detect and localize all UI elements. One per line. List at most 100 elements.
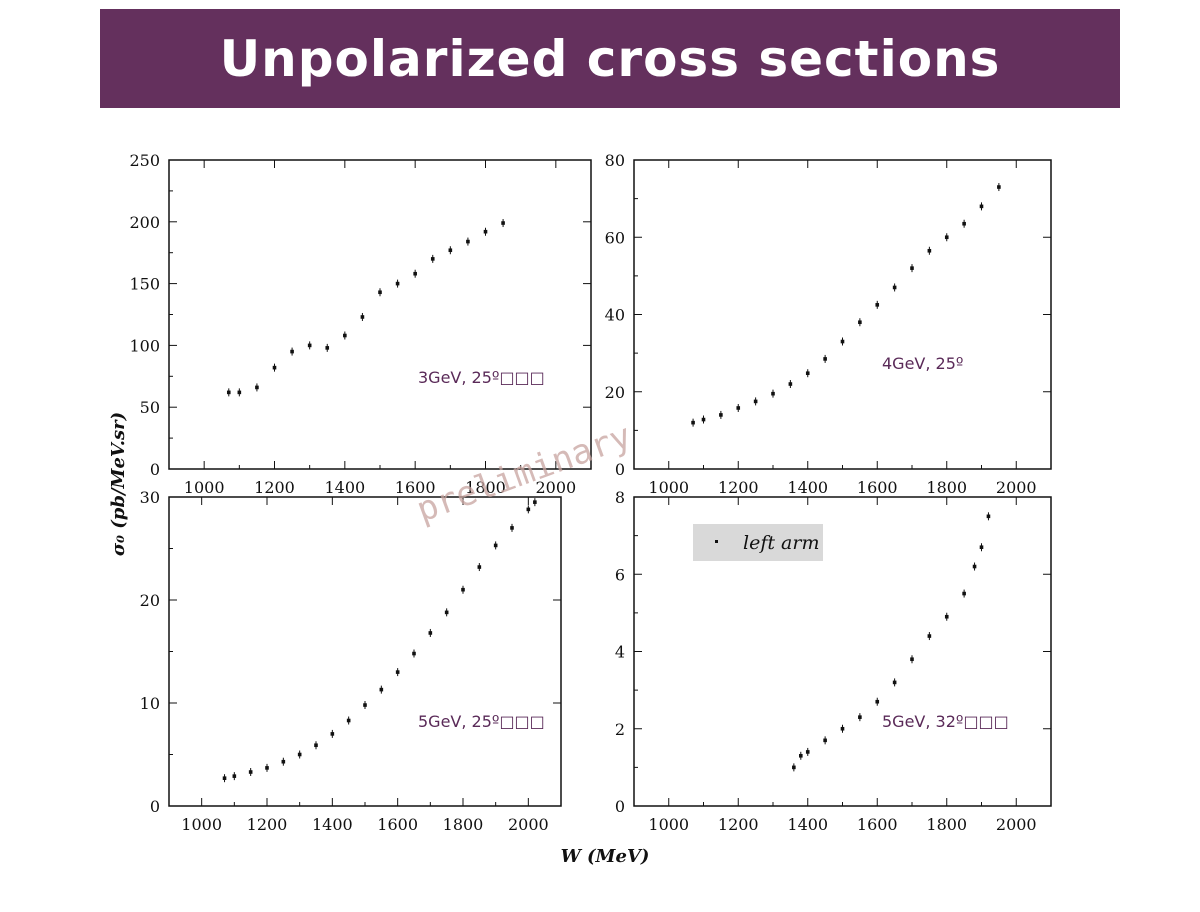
data-point <box>510 526 514 530</box>
data-point <box>799 753 803 758</box>
data-point <box>805 371 810 376</box>
x-tick-label: 1400 <box>324 478 365 497</box>
x-tick-label: 1400 <box>787 815 828 834</box>
data-point <box>533 500 537 504</box>
data-point <box>290 349 294 354</box>
data-point <box>483 229 488 234</box>
panel-frame-1 <box>168 159 592 470</box>
x-tick-label: 2000 <box>996 815 1037 834</box>
y-tick-label: 6 <box>615 565 625 584</box>
data-point <box>346 718 351 723</box>
y-tick-label: 50 <box>140 398 160 417</box>
data-point <box>307 343 312 348</box>
data-point <box>792 765 796 770</box>
data-point <box>972 564 977 569</box>
data-point <box>997 185 1001 189</box>
x-tick-label: 1600 <box>857 815 898 834</box>
x-tick-label: 1800 <box>465 478 506 497</box>
x-tick-label: 1600 <box>857 478 898 497</box>
data-point <box>413 271 417 276</box>
data-point <box>444 610 449 615</box>
data-point <box>823 357 827 361</box>
x-tick-label: 1600 <box>377 815 418 834</box>
data-point <box>360 315 365 319</box>
data-point <box>255 385 259 390</box>
y-tick-label: 10 <box>140 694 160 713</box>
data-point <box>248 770 253 774</box>
y-tick-label: 250 <box>129 151 160 170</box>
y-tick-label: 40 <box>605 306 625 325</box>
x-tick-label: 1000 <box>181 815 222 834</box>
x-tick-label: 1200 <box>718 478 759 497</box>
data-point <box>979 204 984 209</box>
data-point <box>910 657 914 662</box>
y-axis-title: σ₀ (pb/MeV.sr) <box>108 412 129 556</box>
panel-frame-3 <box>168 496 562 807</box>
data-point <box>736 406 741 410</box>
data-point <box>892 285 897 290</box>
data-point <box>379 687 384 692</box>
x-tick-label: 1000 <box>648 815 689 834</box>
x-tick-label: 1400 <box>787 478 828 497</box>
data-point <box>493 543 498 548</box>
data-point <box>412 651 416 656</box>
y-tick-label: 80 <box>605 151 625 170</box>
y-tick-label: 60 <box>605 228 625 247</box>
y-tick-label: 100 <box>129 336 160 355</box>
data-point <box>363 703 367 707</box>
data-point <box>858 320 862 325</box>
panel-label: 5GeV, 25º□□□ <box>418 712 545 731</box>
x-tick-label: 1800 <box>926 478 967 497</box>
x-tick-label: 1800 <box>926 815 967 834</box>
data-point <box>701 417 706 422</box>
data-point <box>910 266 914 270</box>
data-point <box>526 507 531 512</box>
y-tick-label: 20 <box>605 383 625 402</box>
x-tick-label: 2000 <box>996 478 1037 497</box>
x-tick-label: 1200 <box>254 478 295 497</box>
data-point <box>719 413 723 417</box>
data-point <box>232 774 237 778</box>
data-point <box>330 732 335 736</box>
data-point <box>979 545 984 550</box>
data-point <box>823 738 827 743</box>
data-point <box>944 235 949 240</box>
x-tick-label: 1800 <box>443 815 484 834</box>
data-point <box>986 514 991 519</box>
data-point <box>892 680 897 685</box>
y-tick-label: 30 <box>140 488 160 507</box>
data-point <box>840 726 845 731</box>
data-point <box>265 766 269 770</box>
data-point <box>395 670 400 674</box>
data-point <box>962 221 966 226</box>
y-tick-label: 0 <box>615 460 625 479</box>
data-point <box>461 587 465 592</box>
watermark-text: preliminary <box>411 416 636 531</box>
data-point <box>395 281 400 286</box>
y-tick-label: 2 <box>615 720 625 739</box>
data-point <box>297 752 302 757</box>
data-point <box>927 634 932 638</box>
y-tick-label: 0 <box>150 460 160 479</box>
data-point <box>430 257 435 261</box>
data-point <box>281 759 286 764</box>
data-point <box>840 339 845 344</box>
data-point <box>222 776 227 780</box>
y-tick-label: 150 <box>129 275 160 294</box>
data-point <box>944 614 949 619</box>
data-point <box>325 346 330 350</box>
y-tick-label: 20 <box>140 591 160 610</box>
panel-label: 3GeV, 25º□□□ <box>418 368 545 387</box>
data-point <box>314 743 318 748</box>
slide-title-bar: Unpolarized cross sections <box>100 9 1120 108</box>
data-point <box>875 303 880 307</box>
data-point <box>378 290 382 295</box>
panel-frame-2 <box>633 159 1052 470</box>
y-tick-label: 8 <box>615 488 625 507</box>
data-point <box>875 699 880 704</box>
y-tick-label: 0 <box>615 797 625 816</box>
x-tick-label: 1200 <box>247 815 288 834</box>
data-point <box>466 239 470 244</box>
data-point <box>428 631 433 635</box>
